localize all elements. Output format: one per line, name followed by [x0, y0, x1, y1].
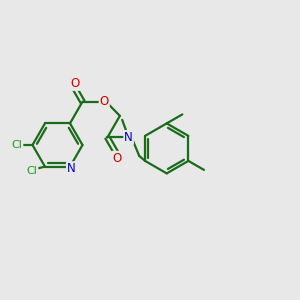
Text: N: N — [67, 162, 76, 175]
Text: O: O — [70, 77, 80, 90]
Text: Cl: Cl — [12, 140, 22, 150]
Text: N: N — [124, 131, 133, 144]
Text: O: O — [100, 95, 109, 108]
Text: O: O — [112, 152, 122, 165]
Text: Cl: Cl — [27, 166, 38, 176]
